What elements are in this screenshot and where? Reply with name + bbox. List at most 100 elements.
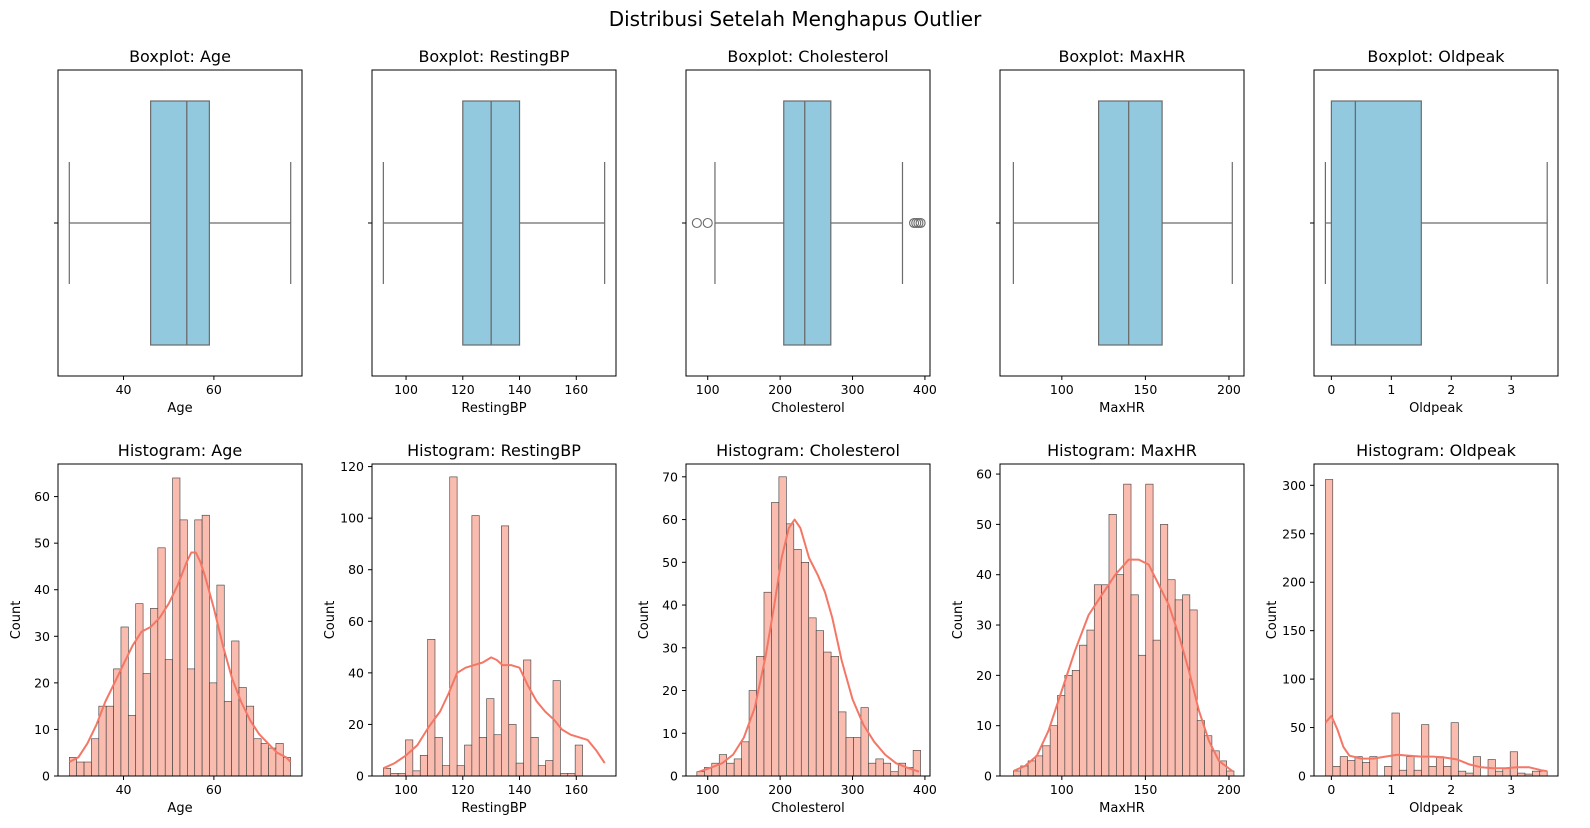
y-axis-label: Count: [9, 601, 24, 640]
x-tick-label: 160: [564, 382, 588, 397]
histogram-panel-oldpeak: Histogram: Oldpeak 0 50 100 150 200 250 300 Coun…: [1265, 441, 1559, 816]
kde-line: [698, 518, 920, 773]
histogram-bar: [1035, 755, 1044, 777]
histogram-panel-age: Histogram: Age 0 10 20 30 40 50 60 Count 40 60 Age: [9, 441, 303, 816]
axes-frame: [57, 463, 303, 777]
panel-title: Boxplot: MaxHR: [1058, 47, 1185, 66]
histogram-bar: [275, 743, 284, 777]
y-tick-label: 30: [34, 629, 50, 644]
histogram-bar: [434, 737, 443, 777]
y-tick-label: 20: [348, 717, 364, 732]
y-tick-label: 60: [662, 512, 678, 527]
panel-title: Histogram: Cholesterol: [716, 441, 900, 460]
histogram-bar: [120, 626, 129, 777]
histogram-bar: [1064, 675, 1073, 777]
histogram-bar: [1086, 629, 1095, 777]
boxplot-panel-cholesterol: Boxplot: Cholesterol 100 200 300 400 Choleste…: [682, 47, 937, 416]
y-axis-label: Count: [637, 601, 652, 640]
x-tick-label: 0: [1327, 382, 1335, 397]
histogram-bar: [1116, 574, 1124, 777]
y-tick-label: 50: [1290, 720, 1306, 735]
histogram-bar: [1339, 756, 1348, 777]
x-axis-label: RestingBP: [461, 401, 526, 416]
kde-line: [1013, 558, 1233, 772]
histogram-bar: [733, 758, 742, 777]
boxplot-panel-age: Boxplot: Age 40 60 Age: [54, 47, 303, 416]
histogram-bar: [1108, 514, 1117, 777]
histogram-bar: [1532, 770, 1541, 777]
axes-frame: [371, 463, 617, 777]
histogram-panel-restingbp: Histogram: RestingBP 0 20 40 60 80 100 120 Count…: [323, 441, 617, 816]
x-axis-label: Oldpeak: [1409, 801, 1463, 816]
histogram-bar: [383, 767, 392, 777]
y-tick-label: 0: [356, 769, 364, 784]
y-tick-label: 300: [1282, 478, 1306, 493]
x-tick-label: 300: [841, 782, 865, 797]
histogram-bar: [793, 549, 802, 777]
histogram-bar: [128, 715, 137, 777]
y-tick-label: 10: [976, 718, 992, 733]
histogram-bar: [179, 519, 188, 777]
axes-frame: [999, 69, 1245, 377]
x-tick-label: 2: [1447, 782, 1455, 797]
iqr-box: [783, 100, 832, 346]
x-tick-label: 100: [394, 382, 418, 397]
histogram-bar: [756, 656, 765, 777]
histogram-panel-cholesterol: Histogram: Cholesterol 0 10 20 30 40 50 60 70 Cou…: [637, 441, 937, 816]
x-tick-label: 3: [1507, 782, 1515, 797]
x-axis-label: Oldpeak: [1409, 401, 1463, 416]
histogram-bar: [427, 639, 436, 777]
x-tick-label: 1: [1387, 382, 1395, 397]
histogram-bar: [83, 761, 92, 777]
axes-frame: [685, 69, 931, 377]
histogram-bar: [800, 562, 810, 777]
x-tick-label: 2: [1447, 382, 1455, 397]
x-tick-label: 60: [206, 382, 222, 397]
x-tick-label: 140: [508, 782, 532, 797]
histogram-bar: [808, 617, 817, 777]
outlier-point: [915, 217, 926, 229]
histogram-bar: [830, 656, 839, 777]
y-tick-label: 50: [662, 555, 678, 570]
x-tick-label: 60: [206, 782, 222, 797]
histogram-bar: [1049, 725, 1058, 777]
x-tick-label: 200: [1217, 382, 1241, 397]
y-tick-label: 60: [34, 489, 50, 504]
y-tick-label: 250: [1282, 526, 1306, 541]
histogram-bar: [1226, 770, 1235, 777]
x-tick-label: 150: [1133, 382, 1157, 397]
x-tick-label: 120: [451, 382, 475, 397]
histogram-bar: [419, 755, 428, 777]
histogram-bar: [1495, 770, 1504, 777]
y-tick-label: 40: [348, 665, 364, 680]
histogram-bar: [501, 525, 510, 777]
histogram-bar: [449, 476, 458, 777]
histogram-bar: [1093, 584, 1102, 777]
histogram-bar: [201, 514, 210, 777]
histogram-bar: [91, 738, 100, 777]
y-axis-label: Count: [323, 601, 338, 640]
histogram-bar: [718, 754, 727, 777]
histogram-bar: [1013, 770, 1022, 777]
histogram-bar: [1167, 579, 1176, 777]
histogram-bar: [142, 673, 151, 777]
x-tick-label: 0: [1327, 782, 1335, 797]
iqr-box: [1330, 100, 1422, 346]
boxplot-panel-maxhr: Boxplot: MaxHR 100 150 200 MaxHR: [996, 47, 1245, 416]
histogram-bar: [1145, 483, 1154, 777]
histogram-bar: [493, 734, 502, 777]
x-tick-label: 1: [1387, 782, 1395, 797]
histogram-bar: [552, 680, 561, 777]
x-tick-label: 150: [1133, 782, 1157, 797]
y-tick-label: 20: [34, 675, 50, 690]
y-tick-label: 100: [340, 511, 364, 526]
panel-title: Histogram: MaxHR: [1047, 441, 1197, 460]
histogram-bar: [786, 523, 795, 777]
histogram-bar: [696, 771, 705, 777]
histogram-bar: [1347, 760, 1356, 777]
iqr-box: [1098, 100, 1163, 346]
y-tick-label: 40: [976, 567, 992, 582]
histogram-bar: [209, 682, 218, 777]
y-tick-label: 20: [976, 668, 992, 683]
